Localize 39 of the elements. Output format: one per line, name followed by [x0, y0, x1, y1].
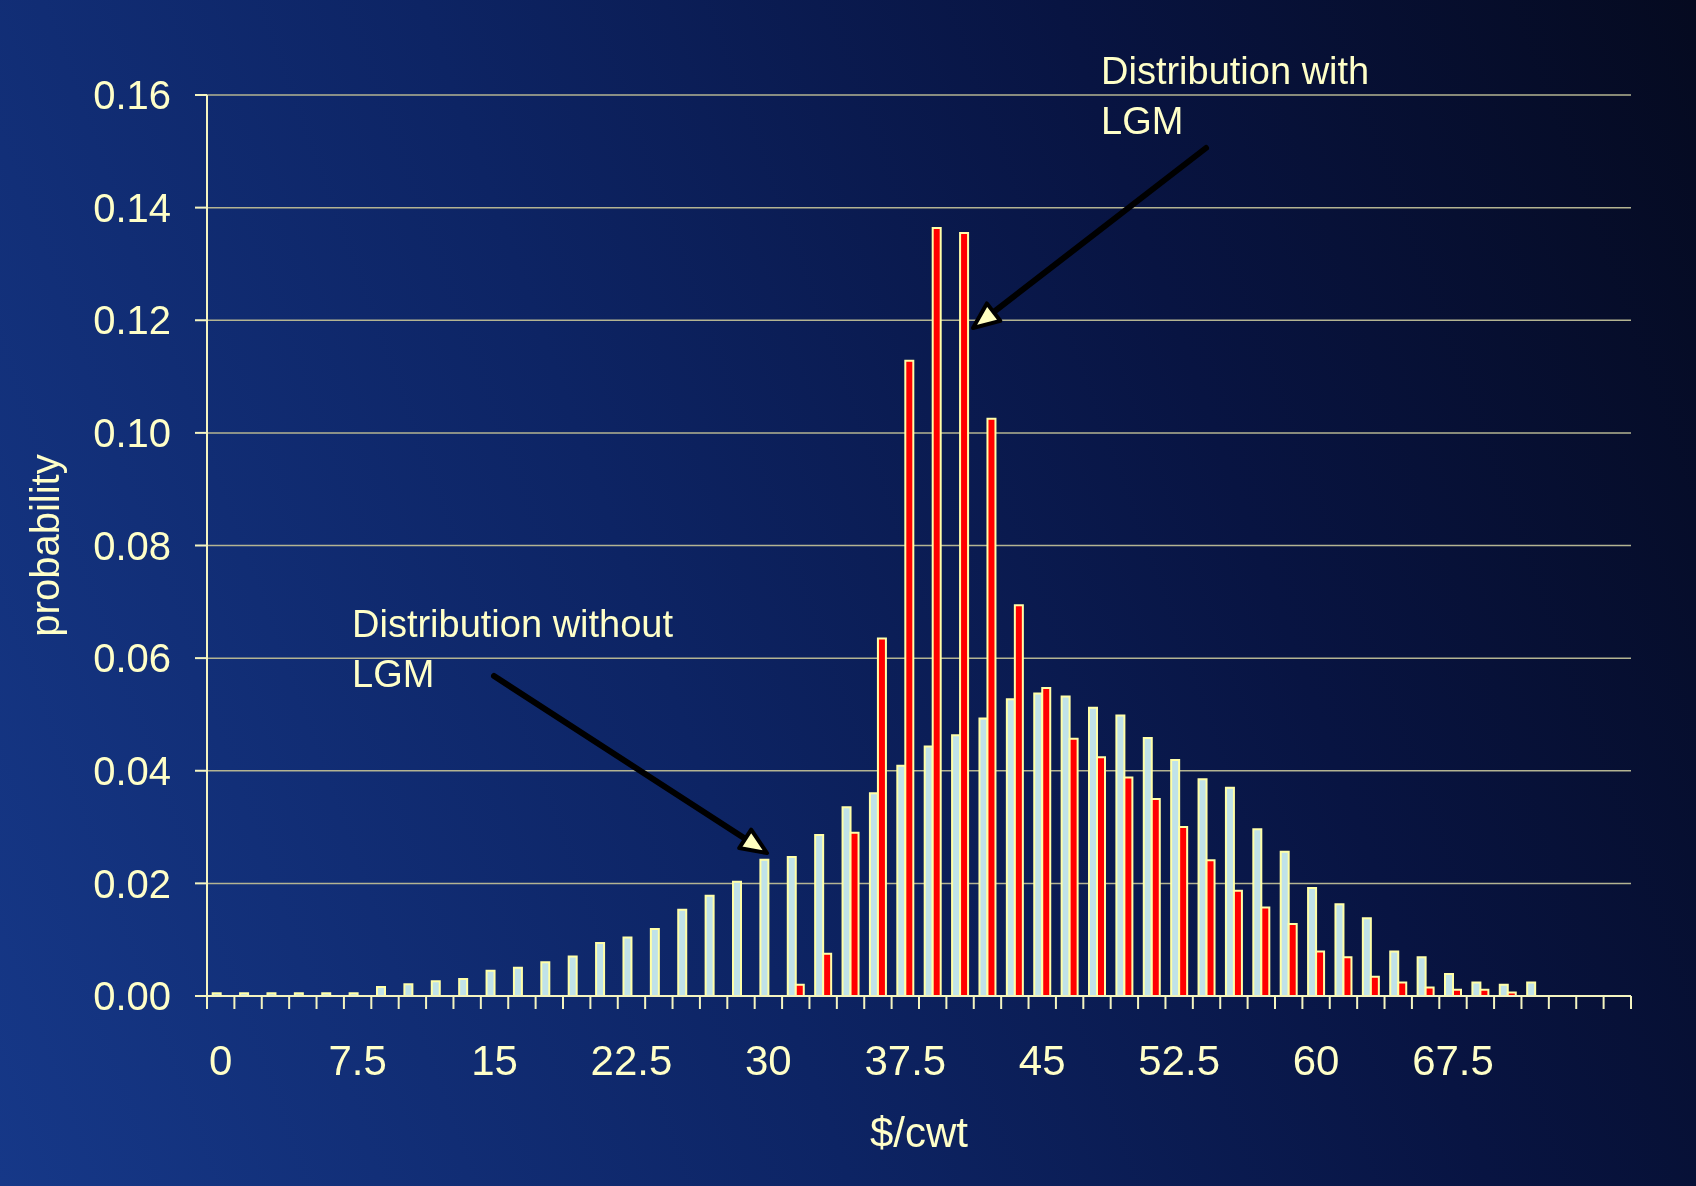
bar — [540, 961, 551, 996]
x-tick-label: 67.5 — [1412, 1036, 1494, 1084]
x-tick-label: 45 — [1018, 1036, 1066, 1084]
bar — [649, 927, 660, 996]
bar — [512, 966, 523, 996]
annotation: Distribution with LGM — [1101, 49, 1371, 144]
y-tick-label: 0.06 — [93, 636, 171, 681]
y-tick-label: 0.12 — [93, 298, 171, 343]
bar — [759, 858, 770, 996]
y-tick-label: 0.04 — [93, 748, 171, 793]
bar — [595, 942, 606, 996]
bar — [622, 936, 633, 996]
x-tick-label: 37.5 — [864, 1036, 947, 1084]
bar — [458, 978, 469, 996]
bar — [430, 980, 441, 996]
y-tick-label: 0.16 — [93, 73, 171, 118]
bar — [485, 969, 496, 996]
bar — [732, 880, 742, 996]
x-axis-title: $/cwt — [869, 1108, 969, 1156]
y-tick-label: 0.08 — [93, 523, 171, 568]
x-tick-label: 15 — [471, 1036, 518, 1084]
x-tick-label: 60 — [1292, 1036, 1340, 1084]
x-tick-label: 7.5 — [328, 1036, 387, 1084]
x-tick-label: 0 — [209, 1036, 233, 1084]
bar — [677, 908, 688, 996]
bar — [376, 985, 386, 996]
y-tick-label: 0.00 — [93, 974, 171, 1019]
bar — [567, 955, 578, 996]
y-tick-label: 0.14 — [93, 185, 171, 230]
y-axis-title: probability — [23, 454, 67, 637]
bar — [1526, 981, 1537, 996]
annotation: Distribution without LGM — [352, 602, 675, 697]
y-tick-label: 0.10 — [93, 411, 171, 456]
x-tick-label: 52.5 — [1138, 1036, 1221, 1084]
bar — [704, 894, 715, 996]
x-tick-label: 30 — [745, 1036, 792, 1084]
y-tick-label: 0.02 — [93, 861, 171, 906]
x-tick-label: 22.5 — [590, 1036, 673, 1084]
bar — [403, 983, 414, 996]
